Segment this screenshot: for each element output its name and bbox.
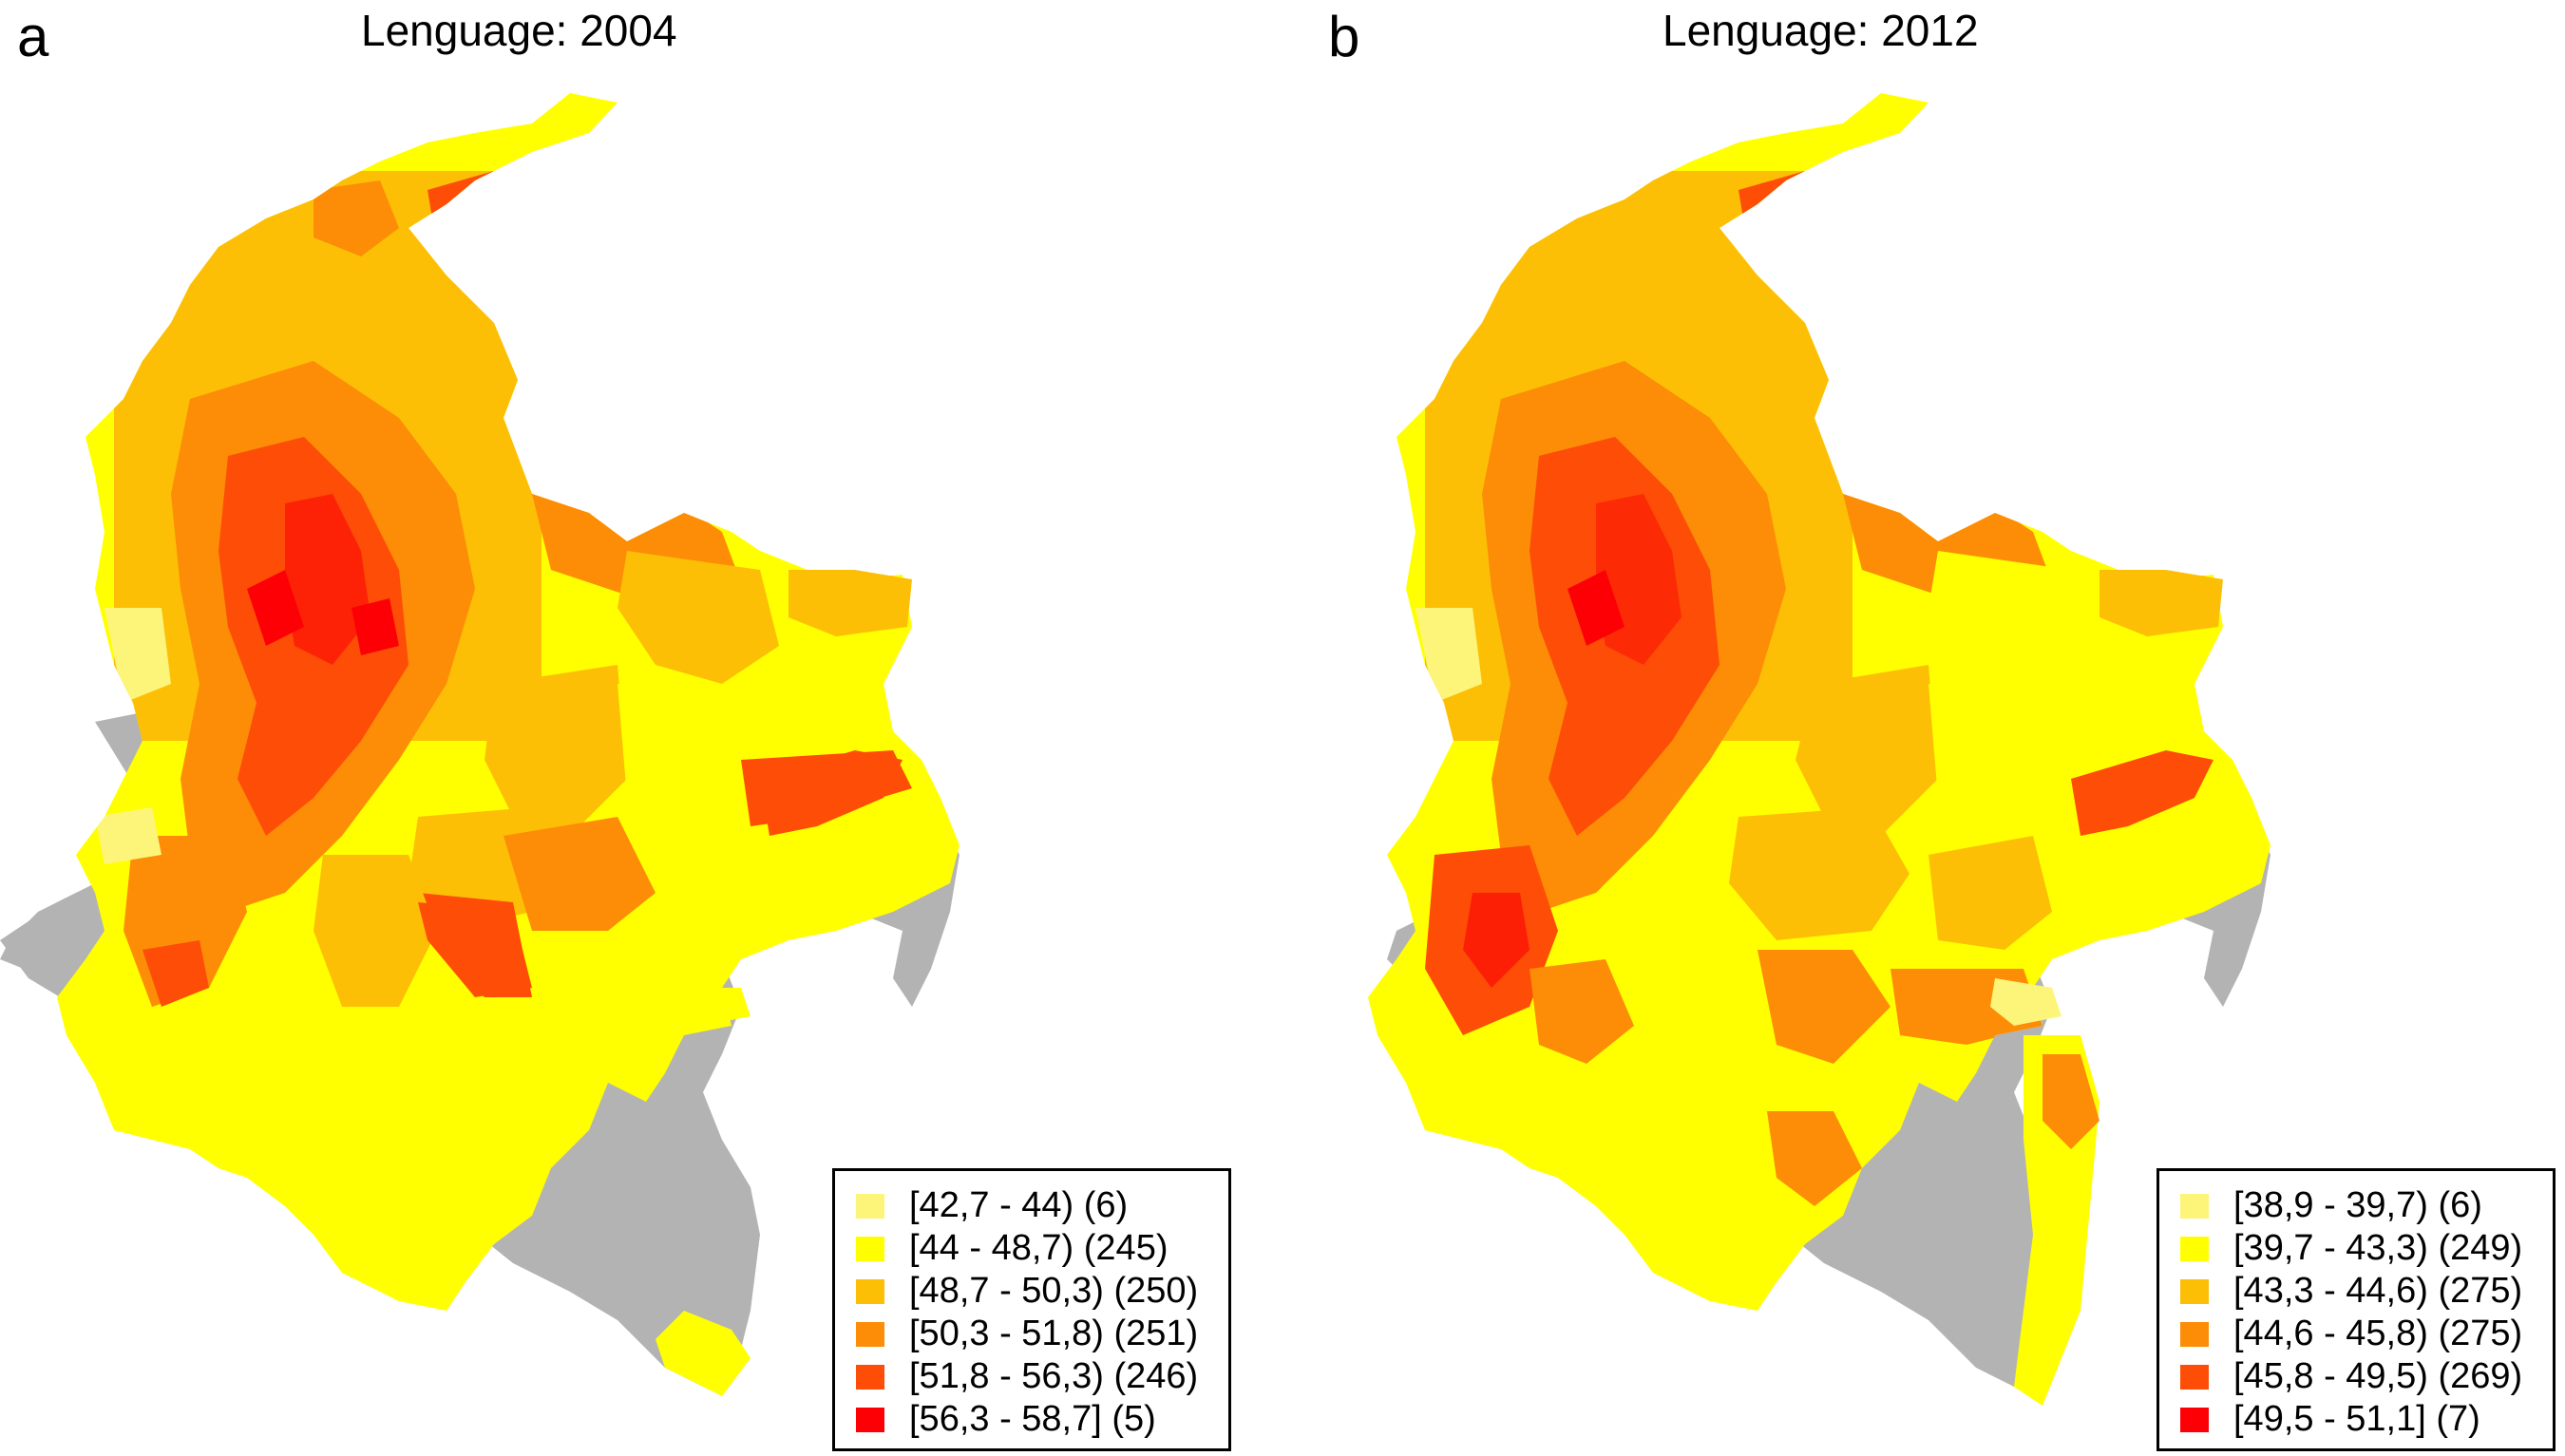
- legend-item: [45,8 - 49,5) (269): [2180, 1355, 2553, 1398]
- legend-item: [49,5 - 51,1] (7): [2180, 1398, 2553, 1441]
- legend-item: [44 - 48,7) (245): [856, 1227, 1228, 1270]
- legend-label: [39,7 - 43,3) (249): [2233, 1228, 2523, 1268]
- panel-b: b Lenguage: 2012: [1282, 0, 2565, 1456]
- legend-item: [44,6 - 45,8) (275): [2180, 1313, 2553, 1355]
- legend-item: [51,8 - 56,3) (246): [856, 1355, 1228, 1398]
- choropleth-map: [0, 93, 960, 1396]
- legend-swatch: [856, 1236, 884, 1261]
- legend-swatch: [856, 1193, 884, 1219]
- legend-label: [44 - 48,7) (245): [909, 1228, 1168, 1268]
- legend-item: [48,7 - 50,3) (250): [856, 1270, 1228, 1313]
- legend-item: [42,7 - 44) (6): [856, 1184, 1228, 1227]
- choropleth-map: [1368, 93, 2270, 1406]
- legend-item: [39,7 - 43,3) (249): [2180, 1227, 2553, 1270]
- panel-title: Lenguage: 2012: [1662, 6, 1979, 55]
- panel-title: Lenguage: 2004: [361, 6, 677, 55]
- legend-swatch: [2180, 1193, 2209, 1219]
- legend-label: [51,8 - 56,3) (246): [909, 1356, 1199, 1396]
- legend-swatch: [2180, 1364, 2209, 1390]
- legend-label: [45,8 - 49,5) (269): [2233, 1356, 2523, 1396]
- map-legend: [38,9 - 39,7) (6) [39,7 - 43,3) (249) [4…: [2156, 1168, 2556, 1451]
- legend-item: [56,3 - 58,7] (5): [856, 1398, 1228, 1441]
- legend-label: [44,6 - 45,8) (275): [2233, 1314, 2523, 1353]
- legend-label: [49,5 - 51,1] (7): [2233, 1399, 2480, 1439]
- legend-label: [56,3 - 58,7] (5): [909, 1399, 1156, 1439]
- legend-swatch: [2180, 1236, 2209, 1261]
- legend-label: [42,7 - 44) (6): [909, 1185, 1129, 1225]
- panel-a: a Lenguage: 2004: [0, 0, 1282, 1456]
- legend-swatch: [856, 1278, 884, 1304]
- legend-swatch: [2180, 1407, 2209, 1432]
- legend-label: [50,3 - 51,8) (251): [909, 1314, 1199, 1353]
- legend-item: [50,3 - 51,8) (251): [856, 1313, 1228, 1355]
- legend-swatch: [856, 1321, 884, 1347]
- legend-label: [38,9 - 39,7) (6): [2233, 1185, 2482, 1225]
- panel-letter: a: [17, 5, 49, 68]
- legend-swatch: [2180, 1278, 2209, 1304]
- legend-swatch: [2180, 1321, 2209, 1347]
- legend-swatch: [856, 1364, 884, 1390]
- map-legend: [42,7 - 44) (6) [44 - 48,7) (245) [48,7 …: [832, 1168, 1231, 1451]
- legend-label: [48,7 - 50,3) (250): [909, 1271, 1199, 1311]
- legend-label: [43,3 - 44,6) (275): [2233, 1271, 2523, 1311]
- legend-swatch: [856, 1407, 884, 1432]
- legend-item: [43,3 - 44,6) (275): [2180, 1270, 2553, 1313]
- legend-item: [38,9 - 39,7) (6): [2180, 1184, 2553, 1227]
- panel-letter: b: [1328, 5, 1360, 68]
